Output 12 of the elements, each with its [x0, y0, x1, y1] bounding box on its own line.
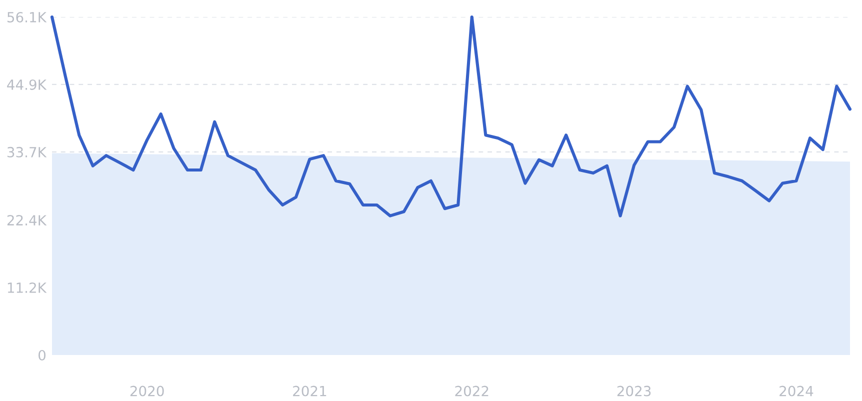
y-tick-label: 22.4K: [7, 215, 47, 226]
y-tick-label: 44.9K: [7, 79, 47, 90]
y-tick-label: 11.2K: [8, 282, 47, 293]
y-tick-label: 56.1K: [7, 12, 47, 22]
x-tick-label: 2020: [130, 386, 164, 396]
y-tick-label: 33.7K: [7, 146, 47, 158]
line-series: [50, 15, 852, 218]
x-tick-label: 2021: [293, 386, 326, 396]
x-tick-label: 2023: [617, 386, 651, 396]
x-tick-label: 2024: [780, 386, 814, 396]
x-tick-label: 2022: [455, 386, 488, 396]
y-tick-label: 0: [38, 350, 46, 360]
